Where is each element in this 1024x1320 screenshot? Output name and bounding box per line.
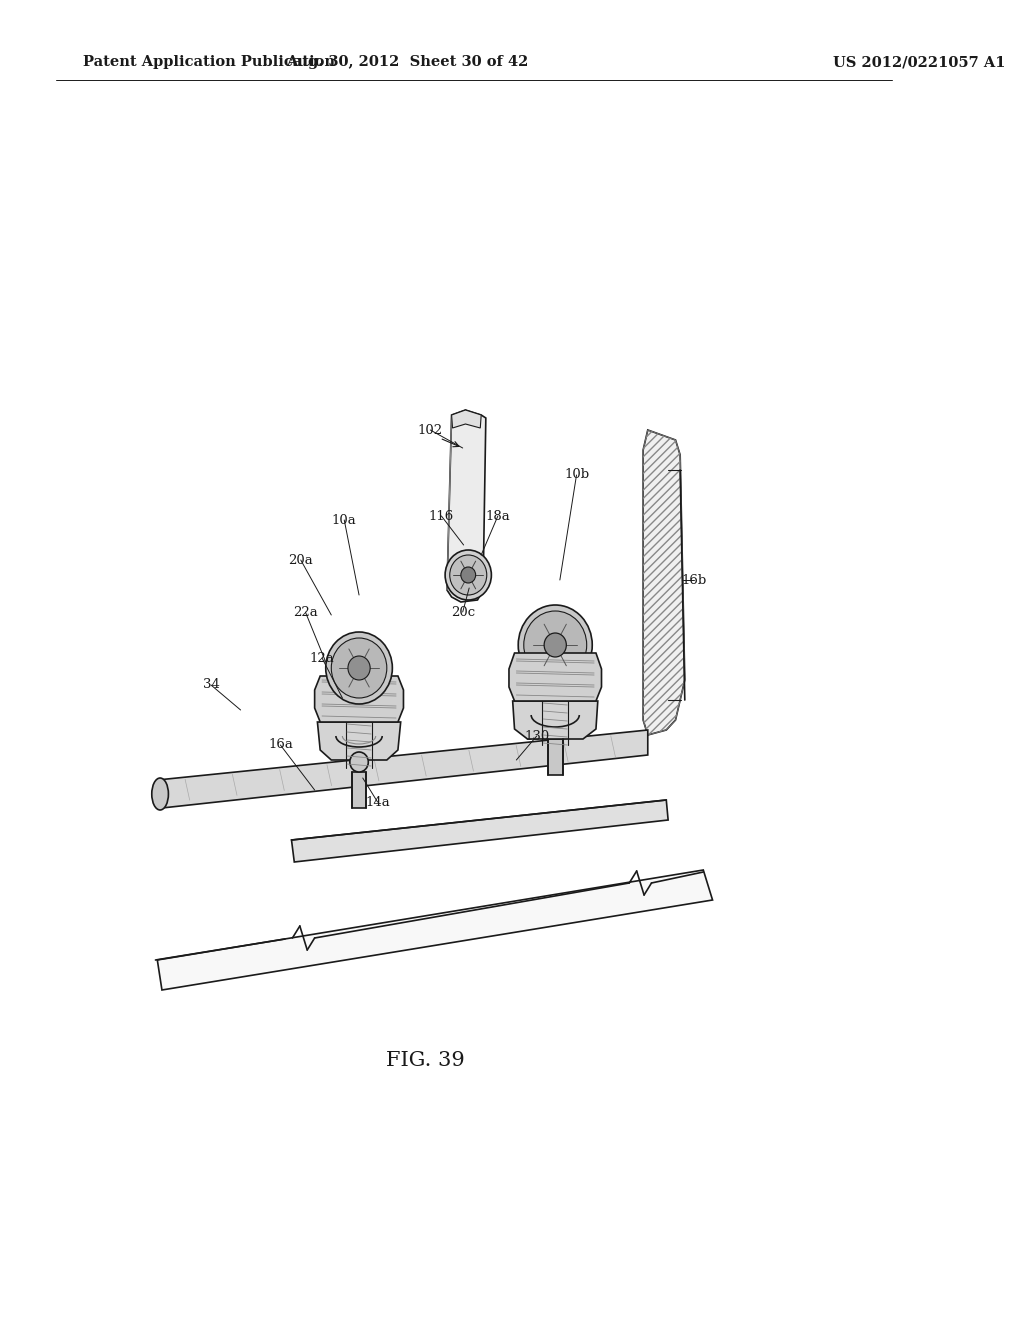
Circle shape	[544, 634, 566, 657]
Polygon shape	[643, 430, 685, 735]
Circle shape	[348, 656, 370, 680]
Text: 102: 102	[418, 424, 442, 437]
Polygon shape	[314, 676, 403, 722]
Circle shape	[445, 550, 492, 601]
Polygon shape	[351, 772, 367, 808]
Circle shape	[523, 611, 587, 678]
Circle shape	[332, 638, 387, 698]
Text: FIG. 39: FIG. 39	[386, 1051, 465, 1069]
Text: 34: 34	[203, 678, 219, 692]
Text: 130: 130	[524, 730, 549, 742]
Text: 18a: 18a	[485, 510, 510, 523]
Polygon shape	[452, 411, 481, 428]
Text: 20c: 20c	[451, 606, 475, 619]
Circle shape	[350, 752, 369, 772]
Polygon shape	[548, 739, 562, 775]
Circle shape	[461, 568, 476, 583]
Text: 116: 116	[429, 510, 454, 523]
Polygon shape	[158, 730, 648, 808]
Polygon shape	[509, 653, 601, 701]
Text: 10a: 10a	[332, 513, 356, 527]
Polygon shape	[158, 870, 713, 990]
Circle shape	[326, 632, 392, 704]
Polygon shape	[292, 800, 668, 862]
Circle shape	[518, 605, 592, 685]
Text: 20a: 20a	[289, 553, 313, 566]
Text: 12a: 12a	[309, 652, 335, 664]
Polygon shape	[513, 701, 598, 739]
Text: Patent Application Publication: Patent Application Publication	[83, 55, 335, 69]
Ellipse shape	[152, 777, 168, 810]
Text: 16a: 16a	[268, 738, 293, 751]
Text: Aug. 30, 2012  Sheet 30 of 42: Aug. 30, 2012 Sheet 30 of 42	[286, 55, 528, 69]
Polygon shape	[317, 722, 400, 760]
Polygon shape	[446, 411, 485, 602]
Text: 22a: 22a	[293, 606, 317, 619]
Text: 10b: 10b	[564, 469, 589, 482]
Circle shape	[450, 554, 486, 595]
Text: 14a: 14a	[366, 796, 390, 808]
Text: 16b: 16b	[681, 573, 707, 586]
Text: US 2012/0221057 A1: US 2012/0221057 A1	[833, 55, 1006, 69]
